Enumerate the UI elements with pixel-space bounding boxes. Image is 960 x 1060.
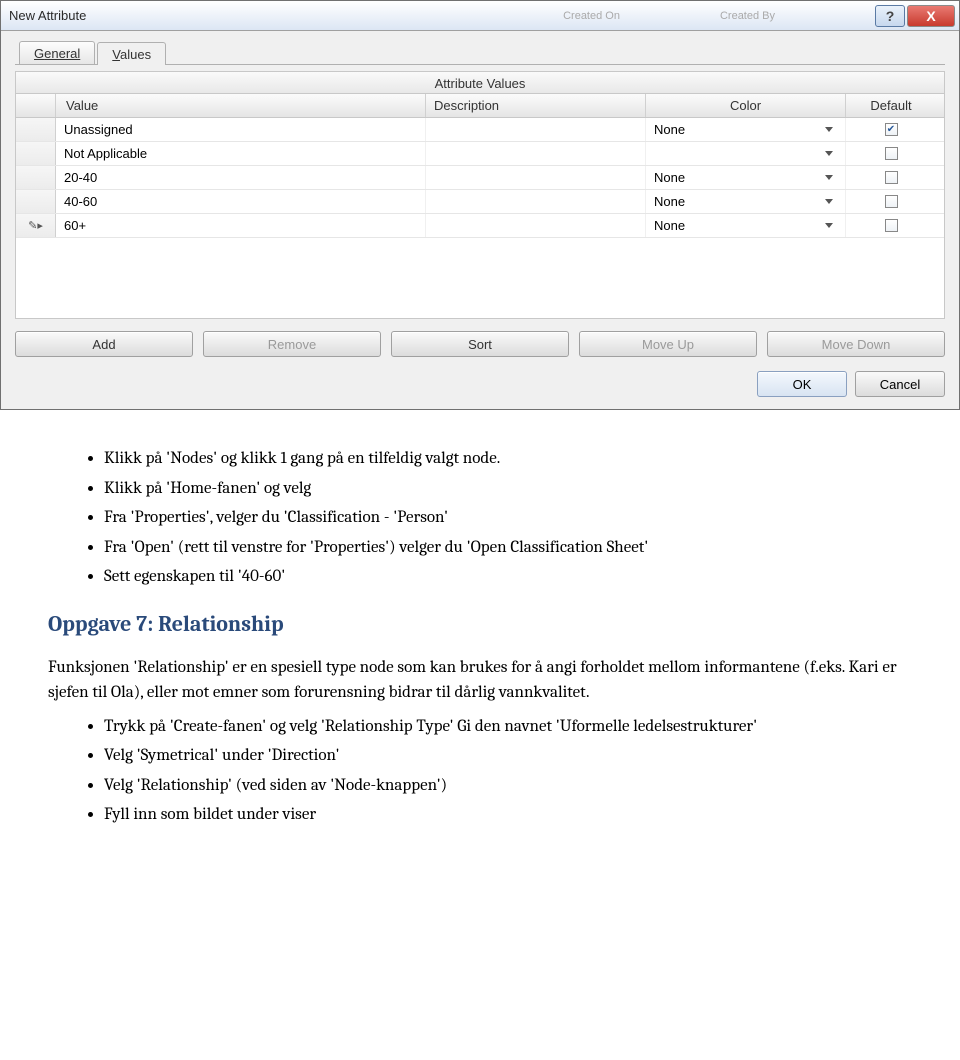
cell-color-dropdown[interactable]: None (646, 190, 846, 213)
list-item: Fra 'Open' (rett til venstre for 'Proper… (104, 535, 912, 561)
relationship-paragraph: Funksjonen 'Relationship' er en spesiell… (48, 655, 912, 706)
row-indicator (16, 166, 56, 189)
cell-description[interactable] (426, 190, 646, 213)
grid-empty-area (16, 238, 944, 318)
heading-oppgave-7: Oppgave 7: Relationship (48, 608, 912, 641)
list-item: Fyll inn som bildet under viser (104, 802, 912, 828)
list-item: Trykk på 'Create-fanen' og velg 'Relatio… (104, 714, 912, 740)
tabstrip: General Values (15, 41, 945, 65)
tab-general[interactable]: General (19, 41, 95, 64)
chevron-down-icon (825, 175, 833, 180)
ok-row: OK Cancel (15, 371, 945, 397)
cell-description[interactable] (426, 214, 646, 237)
list-item: Klikk på 'Home-fanen' og velg (104, 476, 912, 502)
cell-description[interactable] (426, 166, 646, 189)
attribute-values-grid: Value Description Color Default Unassign… (15, 94, 945, 319)
cell-color-dropdown[interactable]: None (646, 166, 846, 189)
row-indicator: ✎▸ (16, 214, 56, 237)
cell-default[interactable]: ✔ (846, 118, 936, 141)
ok-button[interactable]: OK (757, 371, 847, 397)
close-button[interactable]: X (907, 5, 955, 27)
col-indicator (16, 94, 56, 117)
cell-default[interactable] (846, 214, 936, 237)
new-attribute-dialog: New Attribute Created On Created By ? X … (0, 0, 960, 410)
cell-description[interactable] (426, 118, 646, 141)
section-title: Attribute Values (15, 71, 945, 94)
movedown-button[interactable]: Move Down (767, 331, 945, 357)
cancel-button[interactable]: Cancel (855, 371, 945, 397)
moveup-button[interactable]: Move Up (579, 331, 757, 357)
ghost-created-by: Created By (720, 10, 775, 22)
table-row[interactable]: 20-40 None (16, 166, 944, 190)
checkbox[interactable] (885, 147, 898, 160)
sort-button[interactable]: Sort (391, 331, 569, 357)
cell-value[interactable]: 40-60 (56, 190, 426, 213)
col-value[interactable]: Value (56, 94, 426, 117)
list-item: Velg 'Symetrical' under 'Direction' (104, 743, 912, 769)
col-color[interactable]: Color (646, 94, 846, 117)
action-row: Add Remove Sort Move Up Move Down (15, 331, 945, 357)
row-indicator (16, 118, 56, 141)
table-row[interactable]: Unassigned None ✔ (16, 118, 944, 142)
table-row[interactable]: ✎▸60+ None (16, 214, 944, 238)
bullet-list-1: Klikk på 'Nodes' og klikk 1 gang på en t… (104, 446, 912, 590)
cell-value[interactable]: 60+ (56, 214, 426, 237)
chevron-down-icon (825, 151, 833, 156)
cell-color-dropdown[interactable] (646, 142, 846, 165)
col-description[interactable]: Description (426, 94, 646, 117)
checkbox[interactable] (885, 195, 898, 208)
list-item: Sett egenskapen til '40-60' (104, 564, 912, 590)
cell-default[interactable] (846, 142, 936, 165)
help-button[interactable]: ? (875, 5, 905, 27)
checkbox[interactable]: ✔ (885, 123, 898, 136)
chevron-down-icon (825, 127, 833, 132)
bullet-list-2: Trykk på 'Create-fanen' og velg 'Relatio… (104, 714, 912, 828)
cell-default[interactable] (846, 166, 936, 189)
table-row[interactable]: Not Applicable (16, 142, 944, 166)
cell-description[interactable] (426, 142, 646, 165)
list-item: Fra 'Properties', velger du 'Classificat… (104, 505, 912, 531)
row-indicator (16, 142, 56, 165)
cell-value[interactable]: 20-40 (56, 166, 426, 189)
tab-values[interactable]: Values (97, 42, 166, 65)
table-row[interactable]: 40-60 None (16, 190, 944, 214)
list-item: Velg 'Relationship' (ved siden av 'Node-… (104, 773, 912, 799)
add-button[interactable]: Add (15, 331, 193, 357)
checkbox[interactable] (885, 171, 898, 184)
dialog-title: New Attribute (9, 8, 563, 23)
list-item: Klikk på 'Nodes' og klikk 1 gang på en t… (104, 446, 912, 472)
chevron-down-icon (825, 223, 833, 228)
cell-color-dropdown[interactable]: None (646, 214, 846, 237)
remove-button[interactable]: Remove (203, 331, 381, 357)
titlebar[interactable]: New Attribute Created On Created By ? X (1, 1, 959, 31)
ghost-created-on: Created On (563, 10, 620, 22)
cell-color-dropdown[interactable]: None (646, 118, 846, 141)
checkbox[interactable] (885, 219, 898, 232)
chevron-down-icon (825, 199, 833, 204)
col-default[interactable]: Default (846, 94, 936, 117)
dialog-body: General Values Attribute Values Value De… (1, 31, 959, 409)
row-indicator (16, 190, 56, 213)
cell-value[interactable]: Unassigned (56, 118, 426, 141)
cell-default[interactable] (846, 190, 936, 213)
document-body: Klikk på 'Nodes' og klikk 1 gang på en t… (0, 410, 960, 882)
cell-value[interactable]: Not Applicable (56, 142, 426, 165)
